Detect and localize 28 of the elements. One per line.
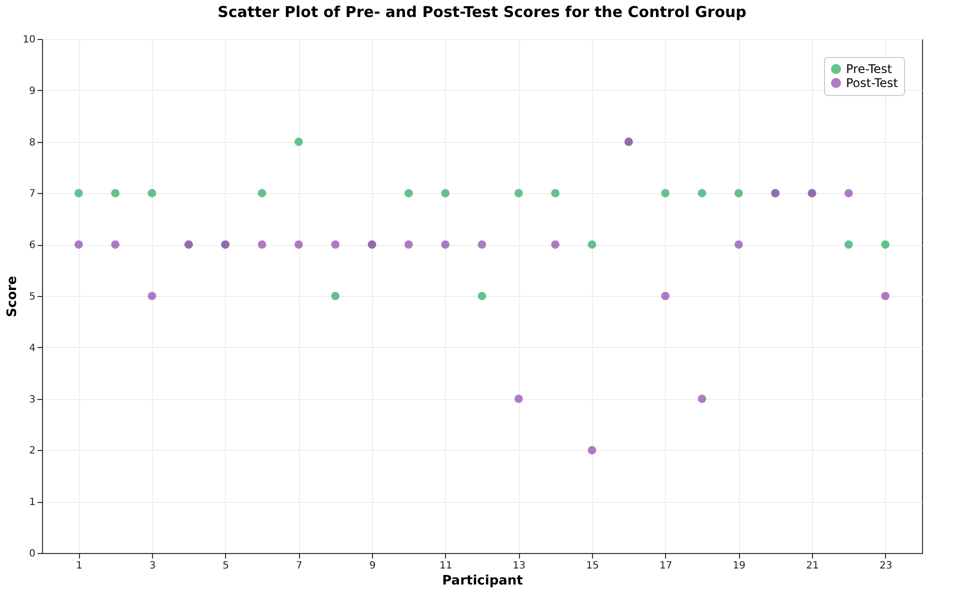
x-axis-title: Participant [442, 574, 523, 588]
legend-label: Post-Test [846, 76, 898, 90]
x-tick-label: 21 [806, 560, 819, 572]
x-tick-label: 13 [512, 560, 526, 572]
y-tick-label: 8 [29, 137, 36, 148]
x-tick-label: 17 [659, 560, 672, 572]
y-tick-label: 5 [29, 292, 36, 302]
y-tick-label: 10 [22, 34, 36, 46]
x-tick-label: 7 [296, 560, 302, 572]
y-tick-label: 7 [29, 188, 36, 200]
legend-label: Pre-Test [846, 62, 892, 76]
x-tick-label: 15 [586, 560, 599, 572]
y-tick-label: 6 [29, 240, 36, 252]
y-tick-label: 2 [29, 446, 36, 457]
x-tick-label: 1 [76, 560, 82, 572]
x-tick-label: 23 [879, 560, 892, 572]
x-tick-label: 5 [222, 560, 230, 572]
x-tick-label: 19 [732, 560, 746, 572]
x-tick-label: 11 [439, 560, 452, 572]
y-tick-label: 9 [29, 86, 36, 97]
x-tick-label: 3 [149, 560, 156, 572]
x-tick-label: 9 [369, 560, 376, 572]
y-tick-label: 0 [29, 548, 36, 560]
y-tick-label: 3 [29, 394, 36, 406]
y-tick-label: 1 [29, 497, 36, 508]
chart-title: Scatter Plot of Pre- and Post-Test Scores for the Control Group [218, 3, 747, 21]
y-axis-title: Score [4, 276, 20, 318]
y-tick-label: 4 [29, 342, 36, 354]
